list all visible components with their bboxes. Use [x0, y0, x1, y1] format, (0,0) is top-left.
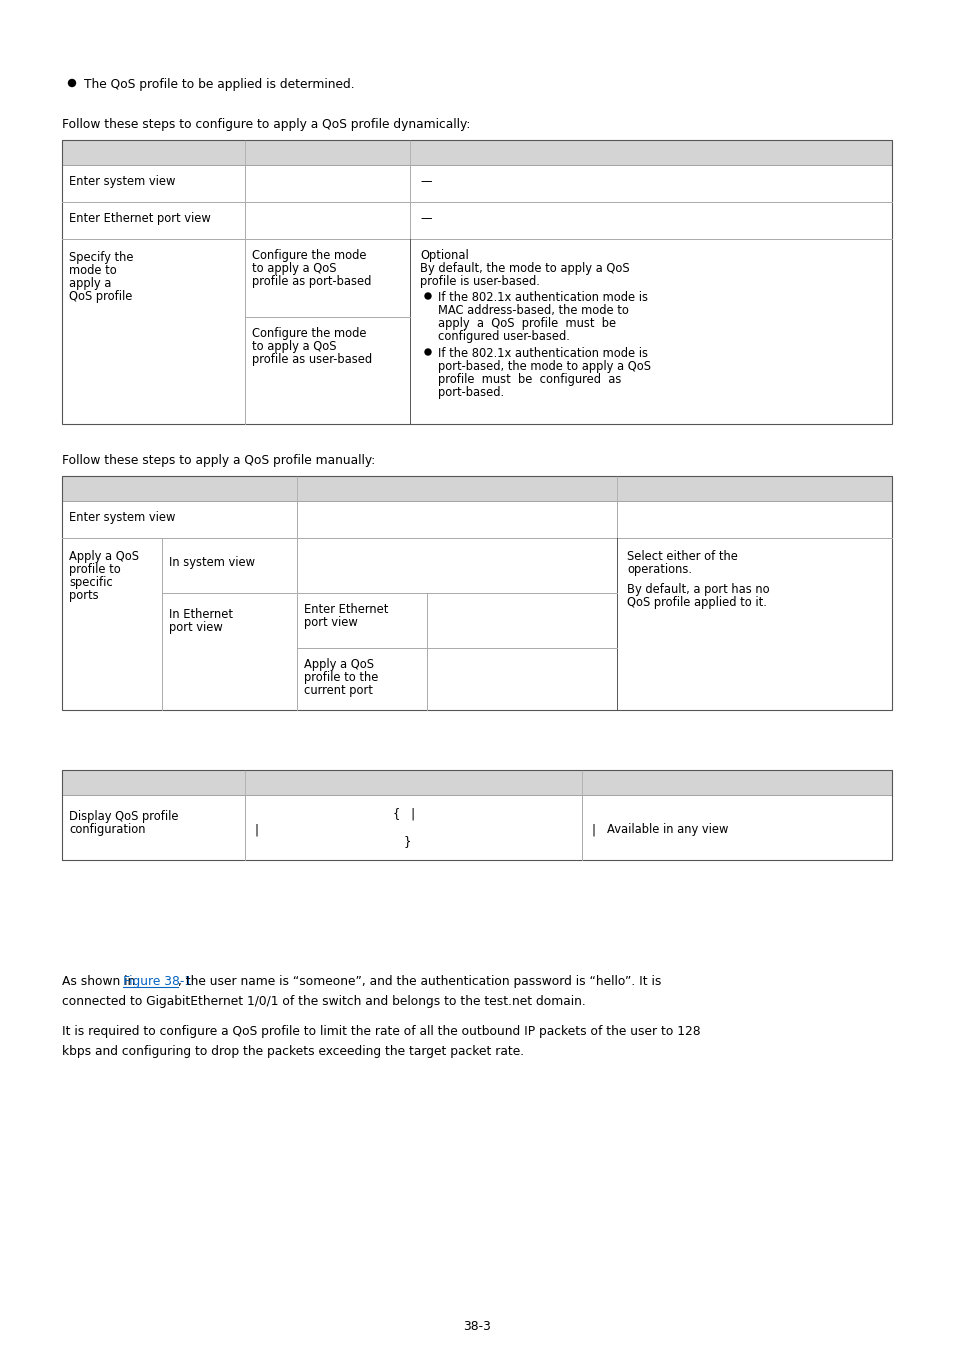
- Text: Available in any view: Available in any view: [606, 824, 727, 836]
- Text: Apply a QoS: Apply a QoS: [69, 549, 139, 563]
- Text: —: —: [419, 176, 431, 188]
- Text: By default, a port has no: By default, a port has no: [626, 583, 769, 595]
- Circle shape: [424, 350, 431, 355]
- Text: The QoS profile to be applied is determined.: The QoS profile to be applied is determi…: [84, 78, 355, 90]
- Text: port-based.: port-based.: [437, 386, 503, 400]
- Text: }: }: [403, 836, 411, 848]
- Circle shape: [69, 80, 75, 86]
- Text: Figure 38-1: Figure 38-1: [123, 975, 192, 988]
- Text: to apply a QoS: to apply a QoS: [252, 262, 336, 275]
- Text: profile to: profile to: [69, 563, 121, 576]
- Text: Configure the mode: Configure the mode: [252, 327, 366, 340]
- Text: profile is user-based.: profile is user-based.: [419, 275, 539, 288]
- Text: port view: port view: [169, 621, 222, 634]
- Text: Follow these steps to apply a QoS profile manually:: Follow these steps to apply a QoS profil…: [62, 454, 375, 467]
- Text: By default, the mode to apply a QoS: By default, the mode to apply a QoS: [419, 262, 629, 275]
- Text: apply  a  QoS  profile  must  be: apply a QoS profile must be: [437, 317, 616, 329]
- Text: kbps and configuring to drop the packets exceeding the target packet rate.: kbps and configuring to drop the packets…: [62, 1045, 523, 1058]
- Text: {   |: { |: [393, 807, 416, 819]
- Text: port view: port view: [304, 616, 357, 629]
- Text: operations.: operations.: [626, 563, 691, 576]
- Text: Enter system view: Enter system view: [69, 512, 175, 524]
- Text: Select either of the: Select either of the: [626, 549, 737, 563]
- Text: QoS profile: QoS profile: [69, 290, 132, 302]
- Text: If the 802.1x authentication mode is: If the 802.1x authentication mode is: [437, 292, 647, 304]
- Text: MAC address-based, the mode to: MAC address-based, the mode to: [437, 304, 628, 317]
- Text: —: —: [419, 212, 431, 225]
- Bar: [62, 140, 891, 424]
- Circle shape: [424, 293, 431, 298]
- Text: QoS profile applied to it.: QoS profile applied to it.: [626, 595, 766, 609]
- Text: Specify the: Specify the: [69, 251, 133, 265]
- Text: to apply a QoS: to apply a QoS: [252, 340, 336, 352]
- Text: profile as port-based: profile as port-based: [252, 275, 371, 288]
- Bar: [62, 477, 891, 501]
- Text: , the user name is “someone”, and the authentication password is “hello”. It is: , the user name is “someone”, and the au…: [178, 975, 660, 988]
- Text: If the 802.1x authentication mode is: If the 802.1x authentication mode is: [437, 347, 647, 360]
- Text: Enter Ethernet: Enter Ethernet: [304, 603, 388, 616]
- Text: Enter Ethernet port view: Enter Ethernet port view: [69, 212, 211, 225]
- Text: Configure the mode: Configure the mode: [252, 248, 366, 262]
- Text: connected to GigabitEthernet 1/0/1 of the switch and belongs to the test.net dom: connected to GigabitEthernet 1/0/1 of th…: [62, 995, 585, 1008]
- Text: 38-3: 38-3: [462, 1320, 491, 1332]
- Text: configured user-based.: configured user-based.: [437, 329, 569, 343]
- Bar: [62, 477, 891, 710]
- Text: |: |: [254, 824, 258, 836]
- Text: Apply a QoS: Apply a QoS: [304, 657, 374, 671]
- Text: configuration: configuration: [69, 824, 146, 836]
- Text: Optional: Optional: [419, 248, 468, 262]
- Text: It is required to configure a QoS profile to limit the rate of all the outbound : It is required to configure a QoS profil…: [62, 1025, 700, 1038]
- Text: profile as user-based: profile as user-based: [252, 352, 372, 366]
- Bar: [62, 769, 891, 795]
- Text: apply a: apply a: [69, 277, 112, 290]
- Text: ports: ports: [69, 589, 98, 602]
- Text: As shown in: As shown in: [62, 975, 139, 988]
- Text: In system view: In system view: [169, 556, 254, 568]
- Text: Display QoS profile: Display QoS profile: [69, 810, 178, 824]
- Bar: [62, 140, 891, 165]
- Text: profile  must  be  configured  as: profile must be configured as: [437, 373, 620, 386]
- Text: profile to the: profile to the: [304, 671, 378, 684]
- Text: |: |: [592, 824, 596, 836]
- Text: Follow these steps to configure to apply a QoS profile dynamically:: Follow these steps to configure to apply…: [62, 117, 470, 131]
- Bar: [62, 769, 891, 860]
- Text: current port: current port: [304, 684, 373, 697]
- Text: Enter system view: Enter system view: [69, 176, 175, 188]
- Text: In Ethernet: In Ethernet: [169, 608, 233, 621]
- Text: port-based, the mode to apply a QoS: port-based, the mode to apply a QoS: [437, 360, 650, 373]
- Text: mode to: mode to: [69, 265, 116, 277]
- Text: specific: specific: [69, 576, 112, 589]
